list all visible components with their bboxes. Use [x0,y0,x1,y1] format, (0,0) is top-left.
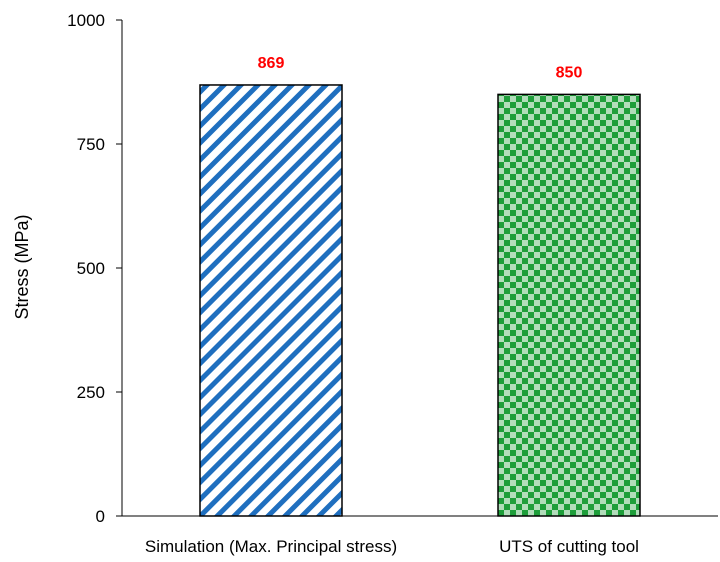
y-tick-label: 750 [77,135,105,154]
bar [497,93,641,517]
y-tick-label: 250 [77,383,105,402]
data-labels: 869 850 [258,55,583,81]
y-axis-title: Stress (MPa) [12,214,32,319]
bar [199,84,343,517]
bar-data-label: 850 [556,64,583,81]
y-tick-label: 1000 [67,11,105,30]
bars [199,84,641,517]
bar-data-label: 869 [258,55,285,72]
y-axis-ticks: 0 250 500 750 1000 [67,11,122,526]
y-tick-label: 0 [96,507,105,526]
y-tick-label: 500 [77,259,105,278]
x-axis-labels: Simulation (Max. Principal stress) UTS of… [145,537,639,556]
x-category-label: UTS of cutting tool [499,537,639,556]
x-category-label: Simulation (Max. Principal stress) [145,537,397,556]
